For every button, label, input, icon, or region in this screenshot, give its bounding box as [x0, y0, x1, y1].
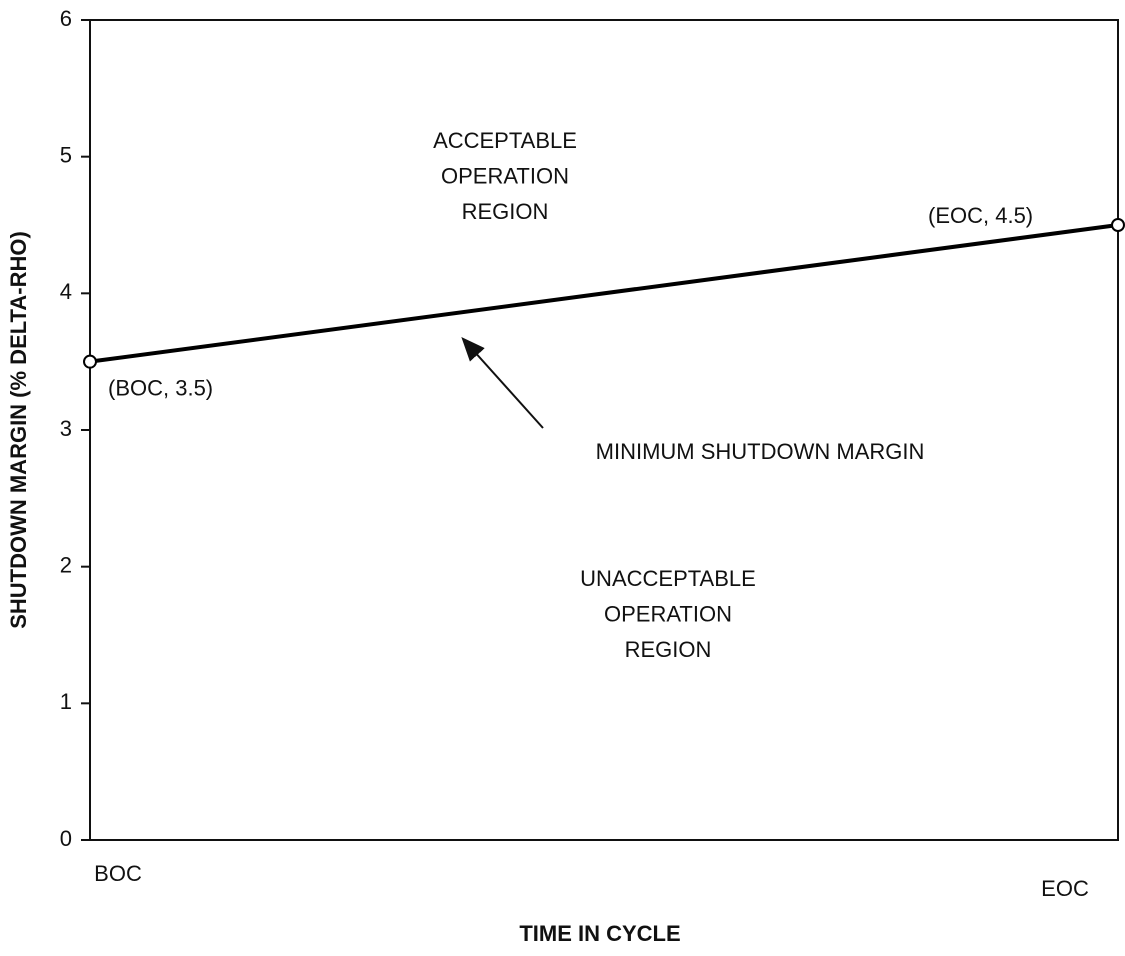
x-axis-title: TIME IN CYCLE — [519, 921, 680, 946]
annotation: REGION — [625, 637, 712, 662]
annotation: MINIMUM SHUTDOWN MARGIN — [596, 439, 925, 464]
x-tick-label: EOC — [1041, 876, 1089, 901]
y-tick-label: 4 — [60, 279, 72, 304]
value-label: (EOC, 4.5) — [928, 203, 1033, 228]
plot-frame — [89, 19, 1119, 841]
data-point — [83, 354, 97, 369]
data-line — [89, 223, 1119, 364]
value-label: (BOC, 3.5) — [108, 375, 213, 400]
annotation: ACCEPTABLE — [433, 128, 577, 153]
y-tick-label: 3 — [60, 416, 72, 441]
annotation: UNACCEPTABLE — [580, 566, 756, 591]
annotation: OPERATION — [441, 163, 569, 188]
annotation: OPERATION — [604, 601, 732, 626]
y-tick-label: 6 — [60, 6, 72, 31]
x-tick-label: BOC — [94, 861, 142, 886]
y-tick-label: 1 — [60, 689, 72, 714]
y-axis-title: SHUTDOWN MARGIN (% DELTA-RHO) — [6, 231, 31, 629]
annotation-arrow — [461, 337, 544, 429]
annotation: REGION — [462, 199, 549, 224]
y-tick-label: 5 — [60, 142, 72, 167]
y-tick-label: 0 — [60, 826, 72, 851]
y-tick-label: 2 — [60, 552, 72, 577]
data-point — [1111, 218, 1125, 232]
